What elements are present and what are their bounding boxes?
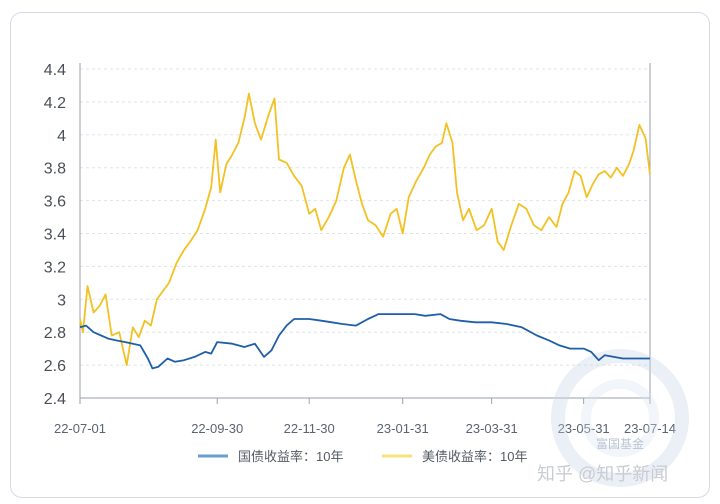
series-lines [79,92,651,370]
fund-logo-watermark [551,349,689,487]
x-tick-label: 22-09-30 [191,421,243,436]
y-tick-label: 2.4 [44,391,66,408]
chart-frame [10,12,710,498]
y-tick-label: 3.8 [44,161,66,178]
x-tick-label: 23-03-31 [466,421,518,436]
x-tick-labels: 22-07-01 22-09-30 22-11-30 23-01-31 23-03-31… [54,398,676,436]
x-tick-label: 23-05-31 [558,421,610,436]
zhihu-watermark: 知乎 @知乎新闻 [537,464,668,484]
y-tick-label: 2.6 [44,358,66,375]
axes [79,63,651,399]
x-tick-label: 23-07-14 [624,421,676,436]
x-tick-label: 22-07-01 [54,421,106,436]
y-tick-label: 3.2 [44,259,66,276]
series-line-0 [79,313,650,370]
y-tick-label: 4.2 [44,95,66,112]
series-line-1 [79,92,651,366]
fund-watermark-text: 富国基金 [596,436,644,451]
y-tick-label: 3.4 [44,227,66,244]
y-tick-labels: 2.4 2.6 2.8 3 3.2 3.4 3.6 3.8 4 4.2 4.4 [44,62,66,408]
legend: 国债收益率：10年 美债收益率：10年 [198,449,527,464]
legend-label: 国债收益率：10年 [238,449,343,464]
x-tick-label: 22-11-30 [284,421,335,436]
legend-label: 美债收益率：10年 [422,449,527,464]
y-tick-label: 2.8 [44,325,66,342]
y-tick-label: 4 [57,128,66,145]
x-tick-label: 23-01-31 [377,421,429,436]
grid-lines [80,68,650,366]
y-tick-label: 3.6 [44,194,66,211]
y-tick-label: 3 [57,292,66,309]
y-tick-label: 4.4 [44,62,66,79]
